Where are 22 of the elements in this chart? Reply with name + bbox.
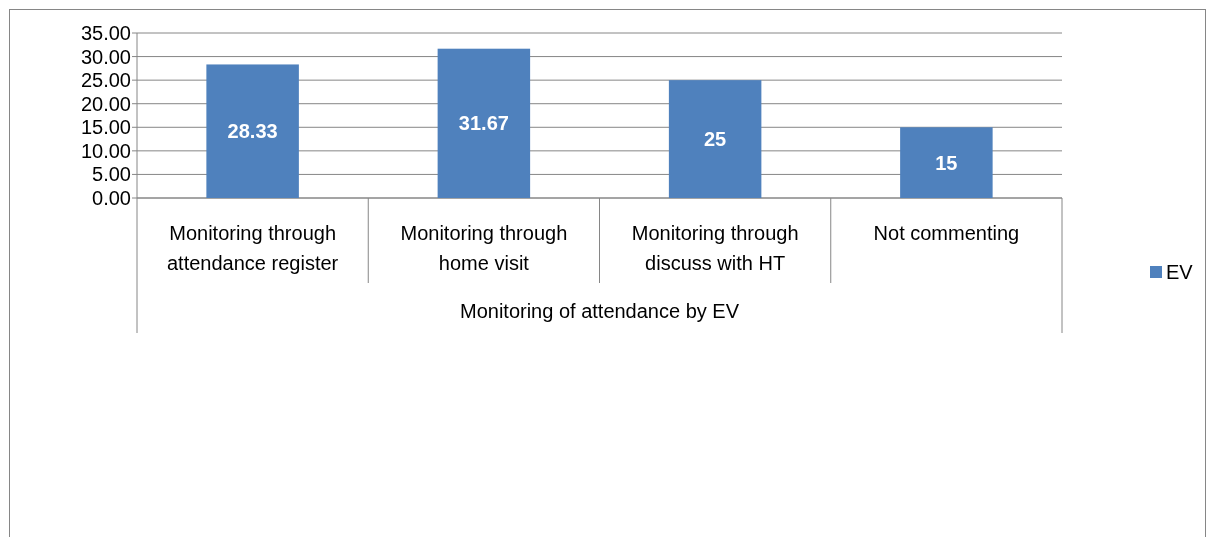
y-tick-label: 20.00 xyxy=(80,92,131,115)
y-tick-label: 0.00 xyxy=(92,187,131,209)
y-tick-label: 35.00 xyxy=(80,22,131,44)
x-tick-label: Not commenting xyxy=(873,222,1020,244)
x-tick-label: Monitoring through home visit xyxy=(400,222,568,274)
bar xyxy=(437,48,531,198)
y-tick-label: 10.00 xyxy=(80,139,131,162)
bar xyxy=(206,64,299,198)
x-axis-title: Monitoring of attendance by EV xyxy=(459,300,740,322)
x-tick-label: Monitoring through discuss with HT xyxy=(631,222,799,274)
bar xyxy=(668,80,762,198)
data-label: 15 xyxy=(935,151,958,174)
y-tick-label: 5.00 xyxy=(92,163,131,186)
data-label: 28.33 xyxy=(227,120,278,143)
y-tick-label: 15.00 xyxy=(80,116,131,139)
y-tick-label: 25.00 xyxy=(80,69,131,92)
x-tick-label: Monitoring through attendance register xyxy=(167,222,339,274)
legend-label: EV xyxy=(1166,261,1194,283)
y-tick-label: 30.00 xyxy=(80,45,131,68)
data-label: 31.67 xyxy=(458,112,509,135)
bar xyxy=(900,127,993,198)
data-label: 25 xyxy=(704,128,727,151)
